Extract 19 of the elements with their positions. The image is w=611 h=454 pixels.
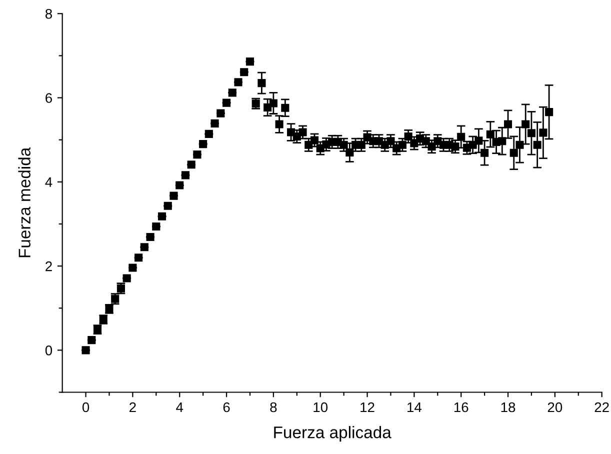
y-tick-label: 4 [45, 177, 52, 187]
x-tick-label: 22 [594, 402, 609, 412]
y-tick-label: 0 [45, 346, 52, 356]
x-tick-label: 12 [360, 402, 374, 412]
y-axis-title: Fuerza medida [18, 147, 30, 258]
y-tick-label: 8 [45, 8, 52, 19]
x-tick-label: 4 [176, 402, 184, 412]
x-tick-label: 18 [501, 402, 516, 412]
x-tick-label: 0 [82, 402, 90, 412]
x-tick-label: 6 [223, 402, 230, 412]
x-tick-label: 14 [408, 402, 422, 412]
x-tick-label: 10 [314, 402, 328, 412]
x-axis-title: Fuerza aplicada [274, 426, 392, 442]
y-tick-label: 2 [46, 261, 52, 272]
x-tick-label: 8 [270, 402, 277, 412]
y-tick-label: 6 [46, 93, 52, 103]
x-tick-label: 2 [130, 402, 136, 412]
x-tick-label: 20 [548, 402, 562, 412]
x-tick-label: 16 [454, 402, 468, 412]
